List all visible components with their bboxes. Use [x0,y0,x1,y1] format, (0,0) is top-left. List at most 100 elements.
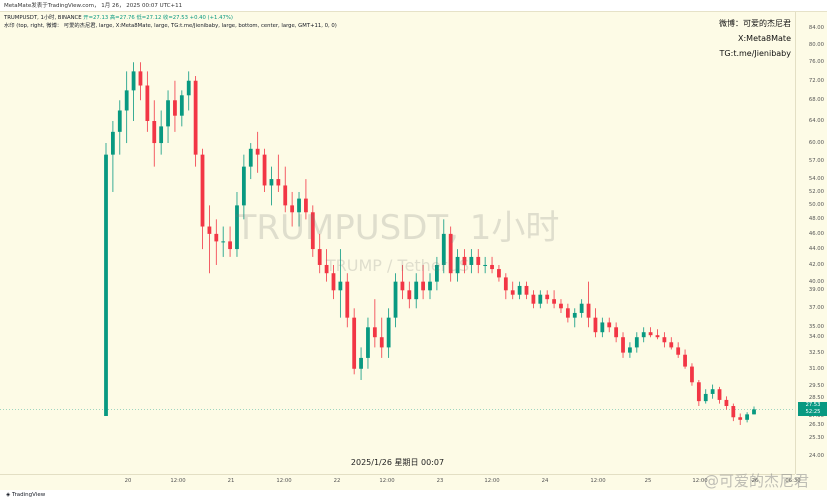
tradingview-logo[interactable]: ◈ TradingView [6,490,45,500]
candle-body [331,273,336,291]
candle [207,205,212,274]
candle-body [304,198,308,213]
price-tick-label: 54.00 [808,176,824,183]
price-tick-label: 37.00 [808,305,824,312]
candle-body [359,357,363,369]
candle-body [186,80,191,96]
price-tick-label: 50.00 [808,202,824,209]
candle [559,299,563,313]
time-tick-label: 25 [644,478,652,484]
price-tick-label: 76.00 [808,59,824,66]
candle-body [310,212,315,250]
price-axis[interactable]: 84.00 80.00 76.00 72.00 68.00 64.00 60.00 57.00… [795,12,827,474]
candle-body [552,299,556,304]
candle [572,308,577,328]
candle [497,264,501,282]
candle [200,148,205,250]
price-tick-label: 64.00 [808,117,824,124]
last-price-value: 27.53 [805,402,821,409]
footer-bar [0,490,827,500]
candle [710,384,715,399]
candle [338,249,343,318]
candle-body [752,409,756,415]
candle [214,219,219,265]
candle-body [448,233,453,274]
candle [228,226,232,257]
candle [104,143,108,416]
candle [552,290,556,309]
candle-body [717,389,722,400]
candle [731,403,736,422]
candle [655,329,660,340]
candle [641,327,646,343]
candle [124,71,129,144]
price-tick-label: 39.00 [808,287,824,294]
candle [483,256,488,274]
candle [579,299,584,318]
candle [173,80,177,132]
candle [565,303,570,323]
candle [352,308,357,375]
candle-body [676,347,681,355]
candle-body [593,317,598,333]
candle-body [179,95,184,116]
candle-body [641,332,646,338]
candle-body [262,154,267,186]
legend-indicator[interactable]: 水印 (top, right, 微博： 可爱的杰尼君, large, X:Met… [4,23,337,29]
price-tick-label: 26.30 [808,421,824,428]
candle [607,317,612,333]
candle [745,412,750,423]
candle [152,100,157,167]
candle-body [221,241,226,243]
x-handle: X:Meta8Mate [738,34,791,43]
price-tick-label: 29.50 [808,382,824,389]
candle-body [269,179,274,186]
legend-symbol[interactable]: TRUMPUSDT, 1小时, BINANCE [4,15,82,21]
candle [752,406,756,415]
time-axis[interactable]: 20 12:00 21 12:00 22 12:00 23 12:00 24 12:00 25 12:… [0,474,801,491]
price-tick-label: 84.00 [808,25,824,32]
candle-body [731,406,736,418]
candle [117,100,122,155]
candle [628,342,632,358]
date-label: 2025/1/26 星期日 00:07 [350,458,445,467]
candle [414,273,419,309]
candle-body [400,281,405,291]
time-tick-label: 22 [333,478,341,484]
candle-body [434,264,439,282]
weibo-handle: 微博：可爱的杰尼君 [719,19,791,28]
candle-body [428,281,432,291]
candle-body [200,154,205,227]
candle-body [235,205,239,250]
candle [179,90,184,127]
candle-body [173,100,177,116]
candle-body [248,148,253,167]
price-tick-label: 24.00 [808,453,824,460]
candle-body [628,347,632,353]
time-tick-label: 12:00 [484,478,500,484]
candle-body [441,233,446,265]
candle [676,342,681,358]
candle [531,290,536,309]
candle-body [669,342,674,348]
price-tick-label: 80.00 [808,41,824,48]
candle [400,264,405,300]
candle-body [614,327,619,338]
candle-body [524,285,529,295]
candle-body [655,335,660,338]
candle [304,179,308,220]
candle [469,249,474,274]
candle [324,249,329,282]
candle-body [634,337,639,348]
price-tick-label: 32.50 [808,349,824,356]
price-tick-label: 48.00 [808,216,824,223]
candle-body [469,256,474,265]
price-tick-label: 42.00 [808,261,824,268]
candle-body [662,337,667,343]
price-tick-label: 52.00 [808,188,824,195]
legend-ohlc: 开=27.13 高=27.76 低=27.12 收=27.53 +0.40 (+… [83,15,233,21]
social-watermark: 微博：可爱的杰尼君 X:Meta8Mate TG:t.me/Jienibaby [719,16,791,61]
candle-body [538,294,543,304]
candle-body [476,256,481,265]
